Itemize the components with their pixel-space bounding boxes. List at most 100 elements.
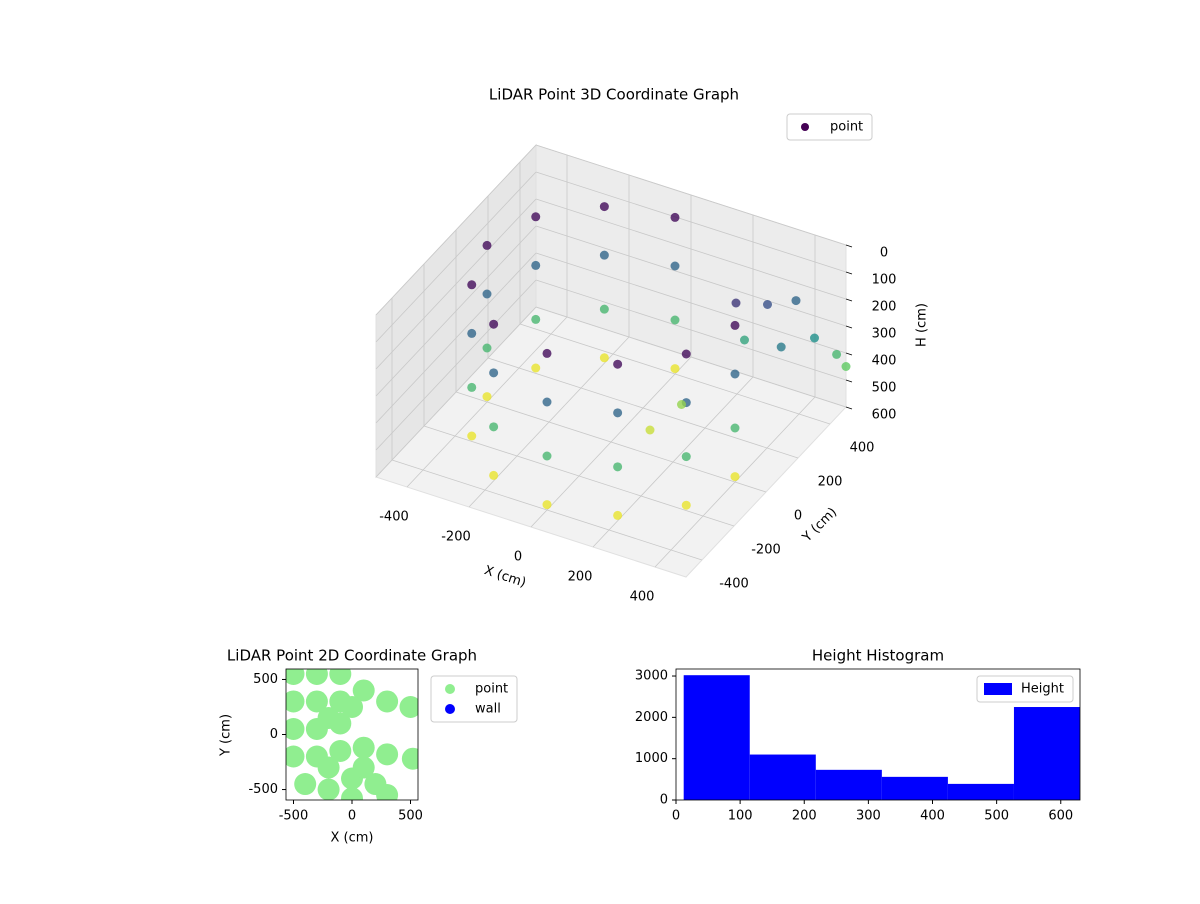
- legend-marker: [984, 683, 1012, 695]
- point: [352, 679, 375, 702]
- point: [341, 787, 363, 800]
- plot-3d: -400 -200 0 200 400 -400 -200 0 200 400 0 100 200 300…: [375, 113, 897, 605]
- point: [286, 690, 305, 713]
- point: [317, 778, 340, 800]
- y-tick-label: 400: [850, 441, 875, 456]
- point: [670, 315, 680, 325]
- point: [376, 690, 399, 713]
- point: [645, 425, 655, 435]
- point: [467, 328, 477, 338]
- x-axis-label: X (cm): [331, 831, 374, 846]
- point: [467, 280, 477, 290]
- grid-line: [535, 144, 847, 246]
- z-tick: [845, 352, 853, 356]
- legend-label: point: [830, 120, 863, 135]
- point: [531, 212, 541, 222]
- point: [740, 335, 749, 345]
- z-tick: [845, 406, 853, 410]
- point: [677, 400, 686, 409]
- grid-line: [519, 323, 831, 425]
- point: [681, 500, 691, 510]
- legend-marker: [445, 684, 455, 694]
- point: [599, 202, 609, 212]
- plot-histogram: Height 0 100 200 300 400 500 600 0 1000 2000 3000: [635, 668, 1081, 824]
- point: [341, 695, 363, 718]
- y-tick-label: 1000: [635, 751, 668, 766]
- bar: [947, 783, 1014, 800]
- x-tick-label: -500: [279, 809, 309, 824]
- point: [613, 408, 623, 418]
- point: [489, 422, 499, 432]
- bar: [1013, 707, 1080, 800]
- point: [791, 296, 801, 306]
- point: [613, 359, 623, 369]
- point: [531, 314, 541, 324]
- legend-box: [976, 675, 1074, 703]
- z-tick-label: 300: [872, 327, 897, 342]
- legend-label: Height: [1021, 682, 1064, 697]
- plot-area: [683, 675, 1080, 800]
- z-tick-label: 600: [872, 408, 897, 423]
- point: [542, 500, 552, 510]
- x-tick-label: -200: [441, 530, 471, 545]
- z-tick: [845, 244, 853, 248]
- legend-label: wall: [475, 702, 501, 717]
- chart-title: Height Histogram: [812, 647, 944, 665]
- legend-label: point: [475, 682, 508, 697]
- y-tick-label: 2000: [635, 710, 668, 725]
- grid-line: [375, 198, 537, 370]
- x-tick-label: 200: [568, 570, 593, 585]
- z-axis-label: H (cm): [915, 303, 930, 347]
- grid-line: [535, 252, 847, 354]
- y-tick-label: 200: [818, 475, 843, 490]
- grid-line: [535, 225, 847, 327]
- point: [730, 472, 740, 482]
- grid-line: [375, 279, 537, 451]
- point: [531, 363, 541, 373]
- x-tick-label: 0: [672, 809, 680, 824]
- y-tick-label: 3000: [635, 669, 668, 684]
- plot-2d: -500 0 500 -500 0 500 point wall: [248, 668, 518, 824]
- point: [329, 669, 352, 685]
- grid-line: [535, 306, 847, 408]
- grid-line: [535, 279, 847, 381]
- x-tick-label: 500: [398, 809, 423, 824]
- grid-line: [375, 225, 537, 397]
- point: [776, 342, 786, 352]
- y-axis-label: Y (cm): [219, 714, 234, 757]
- point: [542, 397, 552, 407]
- plot-area: [286, 669, 418, 800]
- z-tick-label: 0: [880, 246, 888, 261]
- x-tick-label: 600: [1048, 809, 1073, 824]
- axes-frame: [675, 668, 1081, 801]
- point: [482, 392, 492, 402]
- point: [489, 368, 499, 378]
- grid-line: [375, 144, 537, 316]
- point: [531, 260, 541, 270]
- y-axis-label: Y (cm): [799, 505, 840, 546]
- point: [670, 212, 680, 222]
- point: [599, 304, 609, 314]
- z-tick: [845, 298, 853, 302]
- point: [482, 240, 492, 250]
- y-tick-label: -200: [751, 543, 781, 558]
- point: [482, 343, 492, 353]
- point: [810, 333, 819, 343]
- point: [542, 451, 552, 461]
- point: [317, 706, 340, 729]
- legend-marker: [801, 123, 809, 131]
- point: [731, 298, 741, 308]
- y-tick-label: 0: [794, 509, 802, 524]
- z-tick-label: 400: [872, 354, 897, 369]
- z-tick: [845, 271, 853, 275]
- point: [730, 369, 740, 379]
- legend-marker: [445, 704, 455, 714]
- point: [352, 736, 375, 759]
- y-tick-label: -500: [248, 782, 278, 797]
- grid-line: [455, 391, 767, 493]
- z-tick: [845, 379, 853, 383]
- point: [832, 349, 842, 359]
- chart-title: LiDAR Point 3D Coordinate Graph: [489, 86, 739, 104]
- point: [399, 695, 418, 718]
- grid-line: [423, 425, 735, 527]
